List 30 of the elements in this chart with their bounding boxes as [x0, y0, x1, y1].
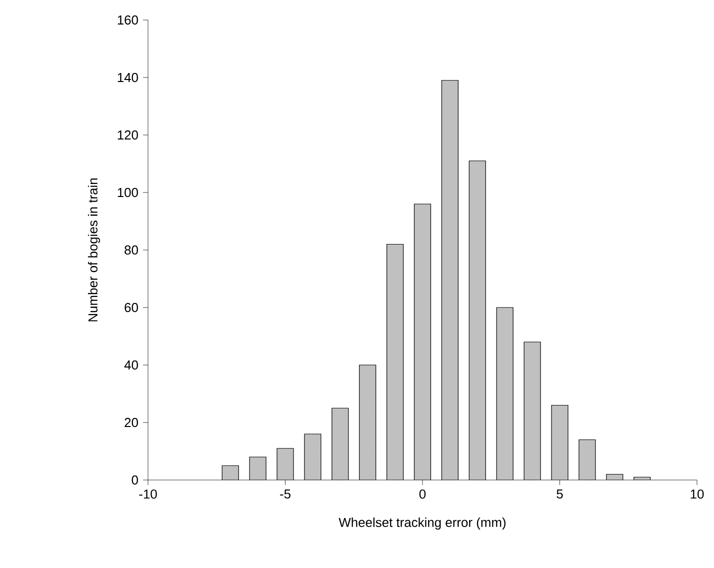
y-tick-label: 160 — [118, 15, 138, 25]
x-tick-label: -5 — [280, 490, 290, 499]
y-tick-label: 60 — [124, 302, 138, 312]
bar — [222, 466, 239, 480]
y-tick-label: 120 — [118, 130, 138, 140]
bar — [442, 80, 458, 480]
y-tick-label: 40 — [124, 360, 138, 370]
bar — [414, 204, 431, 480]
y-axis-title: Number of bogies in train — [88, 178, 100, 322]
x-tick-label: 0 — [419, 490, 426, 499]
y-tick-label: 20 — [124, 418, 138, 428]
y-tick-label: 0 — [132, 475, 138, 485]
x-tick-label: 5 — [556, 490, 563, 499]
x-axis-title: Wheelset tracking error (mm) — [338, 518, 506, 530]
x-tick-label: 10 — [690, 490, 704, 499]
x-tick-label: -10 — [139, 490, 157, 499]
bar — [496, 308, 514, 480]
bar — [304, 434, 321, 480]
y-tick-label: 140 — [118, 72, 138, 82]
bar — [386, 244, 404, 480]
bar — [359, 365, 376, 480]
bar — [552, 405, 568, 480]
bar — [250, 457, 266, 480]
bar — [332, 408, 348, 480]
bar — [578, 440, 596, 480]
y-tick-label: 80 — [124, 245, 138, 255]
bar — [469, 160, 486, 480]
y-tick-label: 100 — [118, 188, 138, 198]
bar — [277, 448, 294, 480]
bar — [524, 342, 541, 480]
